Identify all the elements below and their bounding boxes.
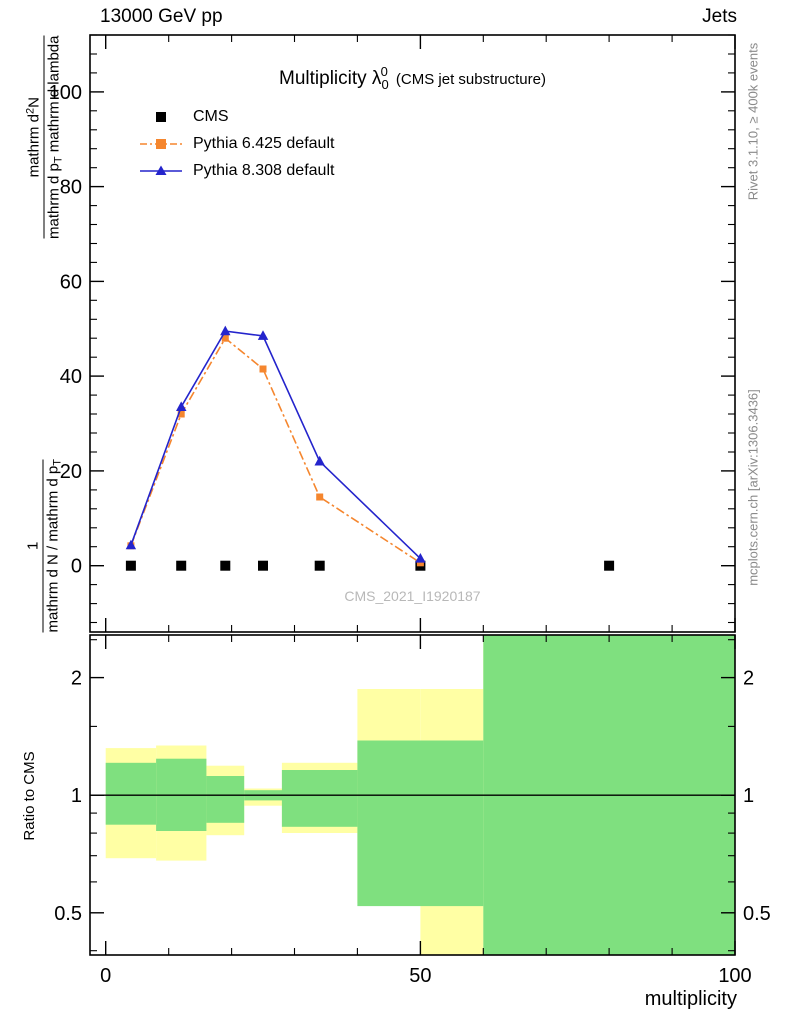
x-tick-label: 50 (409, 965, 431, 987)
series-marker-pythia-8-308-default (415, 553, 426, 563)
series-marker-cms (125, 560, 136, 571)
watermark-analysis-id: CMS_2021_I1920187 (344, 588, 481, 604)
series-marker-cms (258, 560, 268, 571)
series-marker-pythia-8-308-default (176, 401, 187, 411)
series-marker-pythia-6-425-default (416, 559, 424, 567)
series-marker-pythia-6-425-default (259, 365, 267, 373)
ratio-y-tick-label-left: 2 (71, 668, 82, 690)
legend-marker-glyph (156, 111, 166, 122)
main-y-tick-label: 80 (60, 177, 82, 199)
legend-label: Pythia 8.308 default (193, 161, 335, 179)
series-marker-pythia-8-308-default (220, 325, 231, 336)
legend-label: Pythia 6.425 default (193, 134, 335, 152)
x-tick-label: 100 (718, 965, 751, 987)
ratio-axis-label: Ratio to CMS (21, 751, 38, 841)
ratio-y-tick-label-right: 2 (743, 668, 754, 690)
ratio-y-tick-label-left: 0.5 (54, 903, 82, 925)
ratio-band-green (357, 740, 484, 907)
plot-title-subscript: 0 (381, 77, 389, 92)
legend-item-pythia-8-308-default: Pythia 8.308 default (138, 157, 334, 184)
main-y-tick-label: 100 (49, 82, 82, 104)
frac2-den-post: mathrm d lambda (45, 35, 63, 157)
legend-item-pythia-6-425-default: Pythia 6.425 default (138, 130, 334, 157)
series-marker-cms (220, 560, 231, 571)
series-line-pythia-8-308-default (130, 330, 421, 560)
legend-marker-pythia-6-425-default (140, 138, 182, 149)
series-marker-cms (314, 560, 325, 571)
ratio-band-green (206, 776, 245, 823)
ratio-y-tick-label-right: 0.5 (743, 903, 771, 925)
ratio-band-green (281, 770, 358, 827)
legend-item-cms: CMS (138, 103, 334, 130)
frac2-num-post: N (25, 97, 43, 108)
y-axis-label: 1 mathrm d N / mathrm d pT mathrm d2N ma… (7, 35, 83, 633)
series-marker-pythia-6-425-default (316, 493, 324, 501)
x-axis-label: multiplicity (644, 988, 737, 1010)
series-marker-pythia-8-308-default (257, 330, 269, 340)
series-marker-pythia-6-425-default (221, 334, 229, 342)
frac2-num-superscript: 2 (24, 107, 37, 115)
frac2-den-pre: mathrm d p (45, 163, 63, 239)
legend: CMS Pythia 6.425 default Pythia 8.308 defa… (138, 103, 334, 184)
plot-title-superscript: 0 (380, 64, 388, 79)
main-y-tick-label: 0 (71, 556, 82, 578)
series-line-pythia-6-425-default (130, 336, 421, 564)
main-y-tick-label: 40 (60, 366, 82, 388)
frac2-den-subscript: T (52, 156, 65, 164)
main-y-tick-label: 60 (60, 271, 82, 293)
legend-marker-glyph (156, 138, 166, 149)
legend-marker-cms (156, 111, 166, 122)
ratio-y-tick-label-right: 1 (743, 785, 754, 807)
fraction-bar (43, 35, 45, 239)
legend-marker-glyph (155, 165, 167, 175)
fraction-bar (42, 459, 44, 633)
plot-title-main: Multiplicity λ (279, 68, 382, 89)
frac2-numerator: mathrm d2N (24, 97, 42, 177)
y-label-fraction-2: mathrm d2N mathrm d pT mathrm d lambda (24, 35, 65, 239)
series-marker-pythia-6-425-default (177, 410, 185, 418)
frac2-num-pre: mathrm d (25, 114, 43, 178)
series-marker-pythia-8-308-default (314, 455, 325, 466)
x-tick-label: 0 (100, 965, 111, 987)
series-marker-pythia-8-308-default (125, 539, 137, 550)
ratio-y-tick-label-left: 1 (71, 785, 82, 807)
series-marker-cms (604, 560, 615, 571)
frac1-numerator: 1 (24, 541, 42, 550)
y-label-fraction-1: 1 mathrm d N / mathrm d pT (24, 459, 65, 633)
main-y-tick-label: 20 (60, 461, 82, 483)
rivet-version-label: Rivet 3.1.10, ≥ 400k events (745, 42, 761, 201)
series-marker-cms (176, 560, 187, 571)
frac2-denominator: mathrm d pT mathrm d lambda (45, 36, 65, 239)
legend-marker-pythia-8-308-default (140, 165, 182, 175)
frac1-denominator: mathrm d N / mathrm d pT (45, 459, 65, 632)
beam-energy-label: 13000 GeV pp (100, 6, 223, 27)
ratio-band-green (105, 762, 156, 825)
plot-title: Multiplicity λ00 (CMS jet substructure) (90, 64, 735, 92)
analysis-group-label: Jets (702, 6, 737, 27)
panel-frame (89, 34, 736, 633)
plot-title-suffix: (CMS jet substructure) (395, 71, 546, 88)
legend-label: CMS (193, 107, 229, 125)
mcplots-reference-label: mcplots.cern.ch [arXiv:1306.3436] (745, 389, 761, 586)
frac1-den-text: mathrm d N / mathrm d p (44, 465, 62, 633)
frac1-den-subscript: T (51, 459, 64, 466)
